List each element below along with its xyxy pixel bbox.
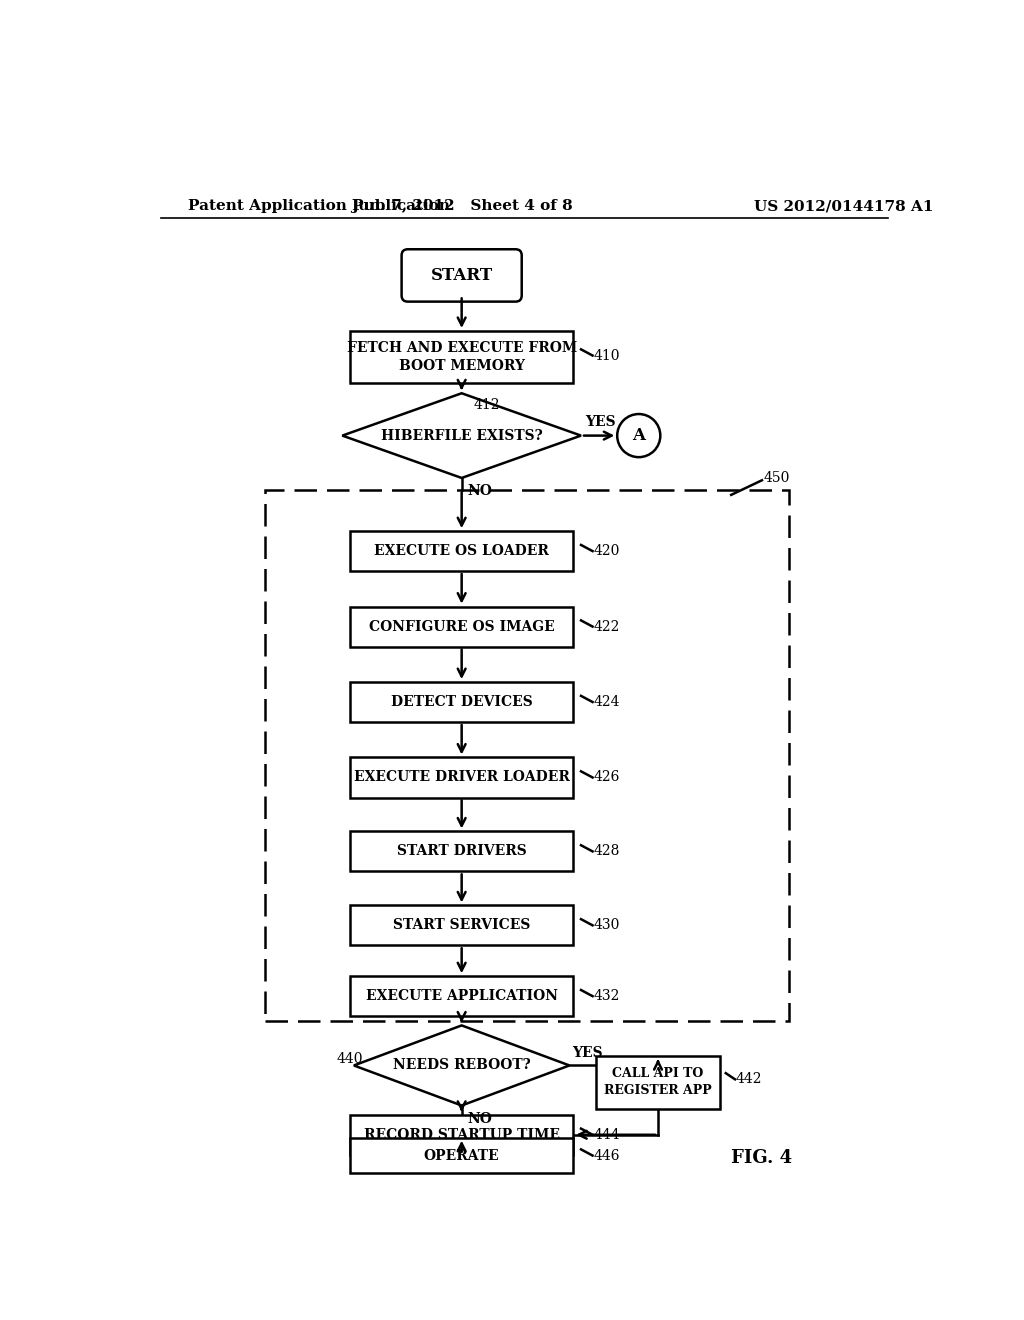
Text: YES: YES bbox=[585, 414, 615, 429]
Bar bbox=[265, 490, 788, 1020]
Text: 412: 412 bbox=[474, 397, 501, 412]
Text: 432: 432 bbox=[593, 989, 620, 1003]
Text: OPERATE: OPERATE bbox=[424, 1148, 500, 1163]
Text: 422: 422 bbox=[593, 619, 620, 634]
Text: 444: 444 bbox=[593, 1127, 620, 1142]
Text: 426: 426 bbox=[593, 771, 620, 784]
Text: FETCH AND EXECUTE FROM
BOOT MEMORY: FETCH AND EXECUTE FROM BOOT MEMORY bbox=[346, 341, 577, 374]
Text: DETECT DEVICES: DETECT DEVICES bbox=[391, 696, 532, 709]
Text: Jun. 7, 2012   Sheet 4 of 8: Jun. 7, 2012 Sheet 4 of 8 bbox=[351, 199, 572, 213]
Bar bbox=[350, 1138, 573, 1173]
Text: FIG. 4: FIG. 4 bbox=[731, 1150, 793, 1167]
Text: HIBERFILE EXISTS?: HIBERFILE EXISTS? bbox=[381, 429, 543, 442]
Text: US 2012/0144178 A1: US 2012/0144178 A1 bbox=[755, 199, 934, 213]
Text: EXECUTE OS LOADER: EXECUTE OS LOADER bbox=[374, 544, 549, 558]
Text: 440: 440 bbox=[337, 1052, 364, 1067]
Text: START DRIVERS: START DRIVERS bbox=[396, 845, 526, 858]
Text: CONFIGURE OS IMAGE: CONFIGURE OS IMAGE bbox=[369, 619, 555, 634]
Bar bbox=[350, 758, 573, 797]
Text: A: A bbox=[632, 428, 645, 444]
Text: NEEDS REBOOT?: NEEDS REBOOT? bbox=[393, 1059, 530, 1072]
Text: YES: YES bbox=[571, 1047, 602, 1060]
Text: START: START bbox=[431, 267, 493, 284]
Text: CALL API TO
REGISTER APP: CALL API TO REGISTER APP bbox=[604, 1068, 712, 1097]
Text: 410: 410 bbox=[593, 348, 620, 363]
Text: 442: 442 bbox=[736, 1072, 762, 1086]
Bar bbox=[350, 832, 573, 871]
Text: 430: 430 bbox=[593, 919, 620, 932]
Bar bbox=[350, 906, 573, 945]
Text: START SERVICES: START SERVICES bbox=[393, 919, 530, 932]
Text: EXECUTE APPLICATION: EXECUTE APPLICATION bbox=[366, 989, 558, 1003]
Text: Patent Application Publication: Patent Application Publication bbox=[188, 199, 451, 213]
Bar bbox=[596, 1056, 720, 1109]
Text: 428: 428 bbox=[593, 845, 620, 858]
Bar bbox=[350, 1114, 573, 1155]
FancyBboxPatch shape bbox=[401, 249, 521, 302]
Text: 450: 450 bbox=[764, 471, 790, 484]
Text: EXECUTE DRIVER LOADER: EXECUTE DRIVER LOADER bbox=[353, 771, 569, 784]
Text: 420: 420 bbox=[593, 544, 620, 558]
Text: 424: 424 bbox=[593, 696, 620, 709]
Bar bbox=[350, 977, 573, 1016]
Text: NO: NO bbox=[468, 1113, 493, 1126]
Bar bbox=[350, 607, 573, 647]
Bar bbox=[350, 682, 573, 722]
Text: NO: NO bbox=[468, 484, 493, 498]
Text: RECORD STARTUP TIME: RECORD STARTUP TIME bbox=[364, 1127, 560, 1142]
Circle shape bbox=[617, 414, 660, 457]
Polygon shape bbox=[354, 1026, 569, 1106]
Text: 446: 446 bbox=[593, 1148, 620, 1163]
Bar bbox=[350, 531, 573, 572]
Bar bbox=[350, 331, 573, 383]
Polygon shape bbox=[342, 393, 581, 478]
